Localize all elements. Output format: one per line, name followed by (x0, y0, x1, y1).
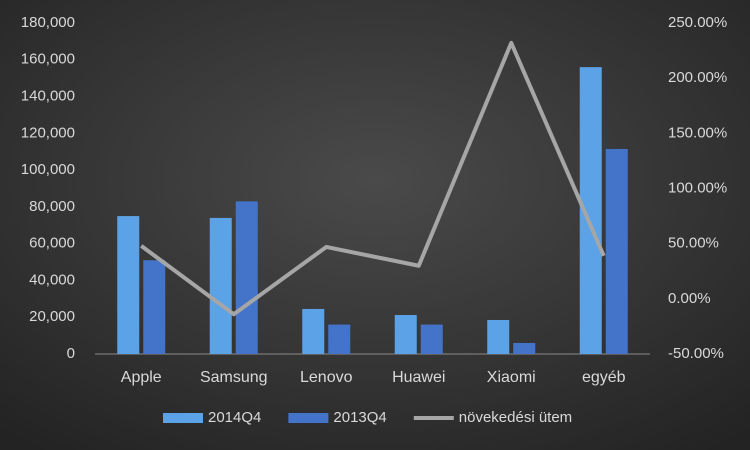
legend-label: 2013Q4 (333, 409, 386, 426)
bar (420, 324, 443, 354)
bar (394, 315, 417, 354)
y2-tick-label: 100.00% (668, 179, 727, 196)
y-tick-label: 60,000 (29, 235, 75, 252)
y-tick-label: 0 (67, 345, 75, 362)
x-tick-label: Apple (121, 369, 162, 386)
y-tick-label: 140,000 (21, 88, 75, 105)
y-tick-label: 80,000 (29, 198, 75, 215)
x-tick-label: Lenovo (300, 369, 353, 386)
legend-label: növekedési ütem (459, 409, 572, 426)
y2-tick-label: 150.00% (668, 124, 727, 141)
legend-swatch (163, 413, 203, 423)
y-tick-label: 40,000 (29, 271, 75, 288)
bar (143, 260, 166, 354)
bar (579, 67, 602, 354)
x-tick-label: Samsung (200, 369, 268, 386)
y2-tick-label: 200.00% (668, 69, 727, 86)
y2-tick-label: 50.00% (668, 235, 719, 252)
y-tick-label: 120,000 (21, 124, 75, 141)
y-tick-label: 160,000 (21, 51, 75, 68)
bar (302, 308, 325, 354)
bar (487, 319, 510, 354)
bar (328, 324, 351, 354)
bar (117, 216, 140, 354)
bar (605, 148, 628, 354)
x-tick-label: Xiaomi (487, 369, 536, 386)
y-tick-label: 20,000 (29, 308, 75, 325)
bar (209, 217, 232, 354)
bar (235, 201, 258, 354)
x-tick-label: Huawei (392, 369, 445, 386)
x-tick-label: egyéb (582, 369, 626, 386)
y2-tick-label: 250.00% (668, 14, 727, 31)
line-series (140, 40, 606, 317)
y2-tick-label: -50.00% (668, 345, 724, 362)
y-tick-label: 100,000 (21, 161, 75, 178)
bar (513, 342, 536, 354)
legend-label: 2014Q4 (208, 409, 261, 426)
y2-tick-label: 0.00% (668, 290, 711, 307)
y-tick-label: 180,000 (21, 14, 75, 31)
legend-swatch (288, 413, 329, 423)
